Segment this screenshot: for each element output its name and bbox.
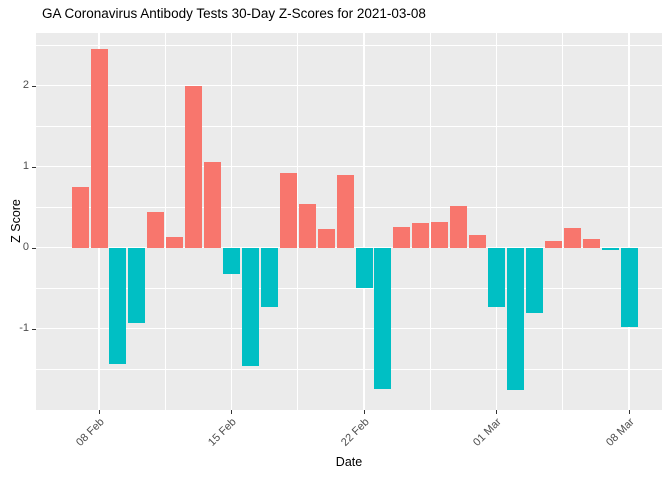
zscore-bar: [544, 241, 562, 248]
major-gridline-h: [36, 84, 662, 87]
major-gridline-v: [230, 33, 233, 410]
minor-gridline-v: [297, 33, 299, 410]
x-tick-mark: [628, 410, 630, 414]
x-tick-mark: [496, 410, 498, 414]
zscore-bar: [355, 247, 373, 289]
minor-gridline-v: [562, 33, 564, 410]
major-gridline-v: [628, 33, 630, 410]
zscore-bar: [109, 247, 127, 365]
minor-gridline-v: [429, 33, 431, 410]
major-gridline-v: [363, 33, 365, 410]
zscore-bar: [412, 222, 430, 248]
major-gridline-v: [495, 33, 498, 410]
zscore-bar: [336, 174, 354, 248]
plot-panel: [36, 33, 662, 410]
zscore-bar: [185, 85, 203, 248]
zscore-bar: [241, 247, 259, 366]
major-gridline-h: [36, 327, 662, 330]
minor-gridline-h: [36, 44, 662, 46]
zscore-bar: [374, 247, 392, 389]
minor-gridline-h: [36, 125, 662, 127]
y-tick-mark: [32, 166, 36, 168]
x-tick-label-text: 15 Feb: [206, 416, 239, 449]
major-gridline-h: [36, 165, 662, 168]
zscore-bar: [620, 247, 638, 328]
x-tick-mark: [98, 410, 100, 414]
zscore-bar: [90, 49, 108, 248]
zscore-bar: [223, 247, 240, 275]
zscore-bar: [147, 212, 165, 248]
zscore-bar: [204, 161, 222, 248]
x-tick-label-text: 22 Feb: [338, 416, 372, 449]
zscore-bar: [582, 238, 600, 248]
x-tick-label-text: 08 Mar: [603, 416, 637, 449]
y-tick-mark: [32, 328, 36, 330]
y-tick-label: -1: [19, 322, 29, 335]
zscore-bar: [166, 237, 184, 248]
minor-gridline-h: [36, 287, 662, 289]
zscore-bar: [469, 234, 487, 248]
y-tick-label: 0: [22, 241, 29, 254]
minor-gridline-h: [36, 368, 662, 370]
zscore-bar: [128, 247, 146, 324]
y-tick-label: 2: [22, 79, 29, 92]
zscore-bar: [71, 186, 89, 248]
zscore-bar: [601, 247, 619, 251]
zscore-bar: [260, 247, 278, 307]
x-tick-label-text: 01 Mar: [471, 416, 505, 449]
zscore-bar: [488, 247, 506, 307]
zscore-bar: [525, 247, 543, 313]
x-tick-label-text: 08 Feb: [73, 416, 107, 449]
x-axis-title: Date: [335, 455, 363, 469]
y-tick-mark: [32, 247, 36, 249]
y-tick-label: 1: [22, 160, 29, 173]
zscore-bar: [393, 226, 411, 248]
zscore-bar: [450, 205, 468, 248]
x-tick-mark: [231, 410, 232, 414]
zscore-bar: [298, 203, 316, 248]
major-gridline-h: [36, 246, 662, 249]
minor-gridline-v: [164, 33, 166, 410]
zscore-bar: [431, 221, 449, 248]
y-axis-title: Z Score: [9, 199, 23, 243]
zscore-bar: [279, 173, 297, 248]
zscore-bar: [506, 247, 524, 391]
x-tick-mark: [363, 410, 365, 414]
zscore-bar: [317, 229, 335, 248]
y-tick-mark: [32, 85, 36, 87]
chart-title: GA Coronavirus Antibody Tests 30-Day Z-S…: [42, 6, 426, 21]
zscore-bar: [563, 228, 581, 248]
